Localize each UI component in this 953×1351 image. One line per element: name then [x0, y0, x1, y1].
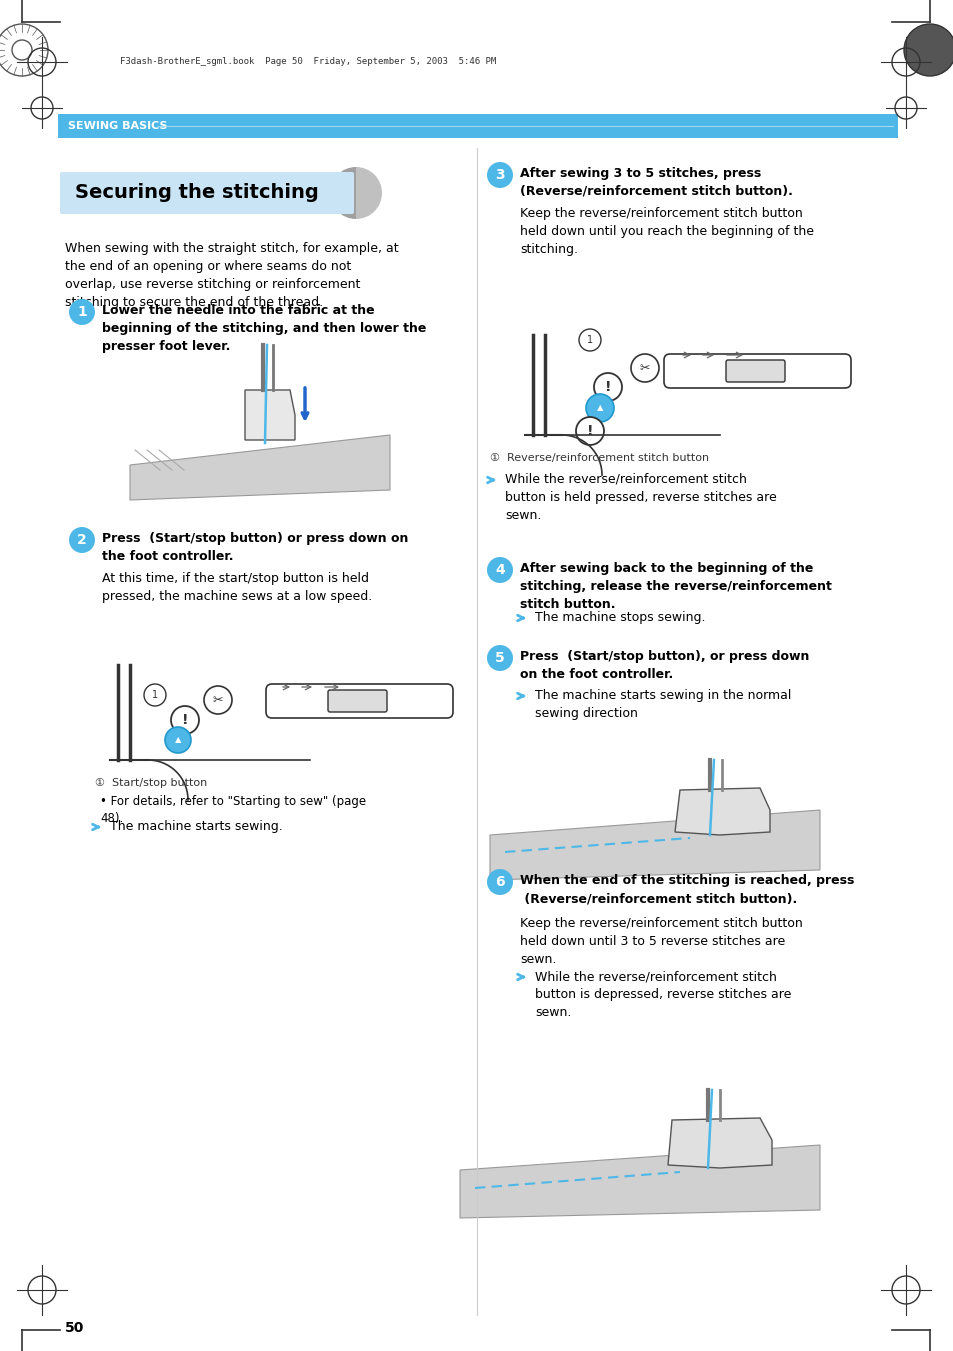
- Polygon shape: [675, 788, 769, 835]
- Text: 5: 5: [495, 651, 504, 665]
- Circle shape: [171, 707, 199, 734]
- Text: !: !: [586, 424, 593, 438]
- Text: 2: 2: [77, 534, 87, 547]
- FancyBboxPatch shape: [58, 113, 897, 138]
- Circle shape: [585, 394, 614, 422]
- Text: 1: 1: [586, 335, 593, 345]
- Text: Keep the reverse/reinforcement stitch button
held down until 3 to 5 reverse stit: Keep the reverse/reinforcement stitch bu…: [519, 917, 801, 966]
- Polygon shape: [667, 1119, 771, 1169]
- Text: 1: 1: [77, 305, 87, 319]
- Text: Press  (Start/stop button), or press down
on the foot controller.: Press (Start/stop button), or press down…: [519, 650, 808, 681]
- Text: ✂: ✂: [213, 693, 223, 707]
- Text: !: !: [604, 380, 611, 394]
- FancyBboxPatch shape: [60, 172, 354, 213]
- Text: F3dash-BrotherE_sgml.book  Page 50  Friday, September 5, 2003  5:46 PM: F3dash-BrotherE_sgml.book Page 50 Friday…: [120, 58, 496, 66]
- Text: 50: 50: [65, 1321, 84, 1335]
- Polygon shape: [490, 811, 820, 880]
- Text: 4: 4: [495, 563, 504, 577]
- Text: 6: 6: [495, 875, 504, 889]
- Text: While the reverse/reinforcement stitch
button is depressed, reverse stitches are: While the reverse/reinforcement stitch b…: [535, 970, 791, 1019]
- Text: After sewing 3 to 5 stitches, press 
(Reverse/reinforcement stitch button).: After sewing 3 to 5 stitches, press (Rev…: [519, 168, 792, 199]
- Text: The machine stops sewing.: The machine stops sewing.: [535, 611, 705, 624]
- Circle shape: [594, 373, 621, 401]
- Circle shape: [144, 684, 166, 707]
- Text: At this time, if the start/stop button is held
pressed, the machine sews at a lo: At this time, if the start/stop button i…: [102, 571, 372, 603]
- Text: Securing the stitching: Securing the stitching: [75, 184, 318, 203]
- Text: !: !: [182, 713, 188, 727]
- Text: When sewing with the straight stitch, for example, at
the end of an opening or w: When sewing with the straight stitch, fo…: [65, 242, 398, 309]
- Text: ①  Reverse/reinforcement stitch button: ① Reverse/reinforcement stitch button: [490, 453, 708, 463]
- Circle shape: [486, 557, 513, 584]
- Text: The machine starts sewing.: The machine starts sewing.: [110, 820, 282, 834]
- Text: When the end of the stitching is reached, press
 (Reverse/reinforcement stitch b: When the end of the stitching is reached…: [519, 874, 854, 905]
- FancyBboxPatch shape: [725, 359, 784, 382]
- Wedge shape: [355, 168, 381, 219]
- Text: ▲: ▲: [174, 735, 181, 744]
- Text: Lower the needle into the fabric at the
beginning of the stitching, and then low: Lower the needle into the fabric at the …: [102, 304, 426, 353]
- Text: ▲: ▲: [597, 404, 602, 412]
- FancyBboxPatch shape: [266, 684, 453, 717]
- Text: • For details, refer to "Starting to sew" (page
48).: • For details, refer to "Starting to sew…: [100, 794, 366, 825]
- Polygon shape: [459, 1146, 820, 1219]
- Polygon shape: [245, 390, 294, 440]
- Text: While the reverse/reinforcement stitch
button is held pressed, reverse stitches : While the reverse/reinforcement stitch b…: [504, 473, 776, 521]
- Circle shape: [204, 686, 232, 713]
- Polygon shape: [130, 435, 390, 500]
- Text: The machine starts sewing in the normal
sewing direction: The machine starts sewing in the normal …: [535, 689, 791, 720]
- FancyBboxPatch shape: [328, 690, 387, 712]
- Circle shape: [69, 527, 95, 553]
- Text: Press  (Start/stop button) or press down on
the foot controller.: Press (Start/stop button) or press down …: [102, 532, 408, 563]
- Text: 3: 3: [495, 168, 504, 182]
- Circle shape: [165, 727, 191, 753]
- Circle shape: [486, 869, 513, 894]
- Wedge shape: [330, 168, 355, 219]
- Circle shape: [12, 41, 32, 59]
- Text: Keep the reverse/reinforcement stitch button
held down until you reach the begin: Keep the reverse/reinforcement stitch bu…: [519, 207, 813, 255]
- Circle shape: [903, 24, 953, 76]
- FancyBboxPatch shape: [663, 354, 850, 388]
- Circle shape: [576, 417, 603, 444]
- Text: 1: 1: [152, 690, 158, 700]
- Text: ①  Start/stop button: ① Start/stop button: [95, 778, 207, 788]
- Circle shape: [69, 299, 95, 326]
- Text: After sewing back to the beginning of the
stitching, release the reverse/reinfor: After sewing back to the beginning of th…: [519, 562, 831, 611]
- Text: ✂: ✂: [639, 362, 650, 374]
- Circle shape: [486, 644, 513, 671]
- Circle shape: [578, 330, 600, 351]
- Circle shape: [486, 162, 513, 188]
- Text: SEWING BASICS: SEWING BASICS: [68, 122, 168, 131]
- Circle shape: [630, 354, 659, 382]
